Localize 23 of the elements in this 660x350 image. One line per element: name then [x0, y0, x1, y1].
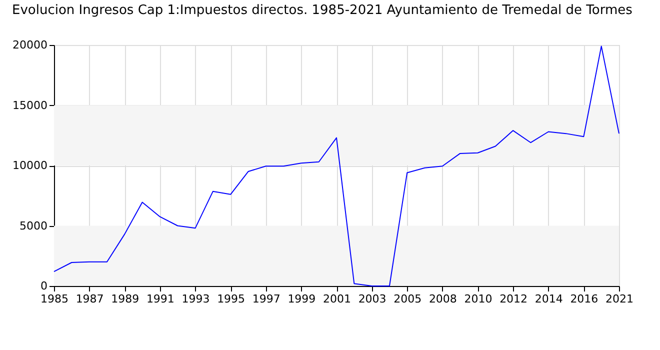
- x-tick-label: 2001: [323, 292, 351, 306]
- x-tick-label: 2003: [358, 292, 386, 306]
- x-tick-label: 2012: [500, 292, 528, 306]
- x-tick-label: 1985: [40, 292, 68, 306]
- x-tick-label: 1993: [182, 292, 210, 306]
- x-tick-label: 2010: [464, 292, 492, 306]
- chart-title: Evolucion Ingresos Cap 1:Impuestos directos. 1985-2021 Ayuntamiento de Tremedal de Tormes: [12, 3, 633, 18]
- y-tick-label: 20000: [12, 38, 48, 52]
- x-tick-label: 1995: [217, 292, 246, 306]
- y-tick-label: 10000: [12, 159, 48, 172]
- x-tick-label: 2014: [534, 292, 563, 306]
- x-tick-label: 1991: [146, 292, 174, 306]
- x-tick-label: 1989: [111, 292, 140, 306]
- x-tick-label: 2016: [570, 292, 598, 306]
- y-tick-label: 5000: [20, 219, 48, 232]
- x-tick-label: 2021: [606, 292, 634, 306]
- x-tick-label: 1987: [76, 292, 104, 306]
- x-tick-label: 1999: [288, 292, 316, 306]
- x-tick-label: 1997: [252, 292, 280, 306]
- x-tick-label: 2008: [428, 292, 457, 306]
- x-tick-label: 2005: [394, 292, 422, 306]
- y-tick-label: 0: [40, 280, 48, 292]
- y-tick-label: 15000: [12, 98, 48, 112]
